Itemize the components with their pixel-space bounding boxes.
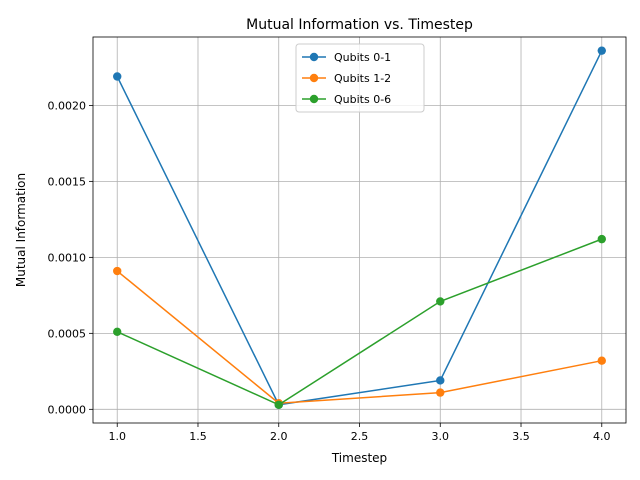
series-layer (113, 46, 606, 409)
series-3-point (436, 297, 445, 306)
legend-frame (295, 43, 425, 113)
series-line-3 (116, 238, 603, 406)
x-tick-label: 3.0 (432, 430, 450, 443)
series-2-point (436, 388, 445, 397)
ticks: 1.0 1.5 2.0 2.5 3.0 3.5 4.0 0.0000 0.0005 0.0010 0… (48, 99, 611, 443)
y-tick-label: 0.0015 (48, 175, 87, 188)
series-3-point (597, 234, 606, 244)
x-tick-label: 4.0 (593, 430, 611, 443)
series-1-point (436, 376, 445, 385)
y-tick-label: 0.0000 (48, 403, 87, 416)
series-3-point (274, 400, 283, 409)
legend-swatch-marker (309, 94, 319, 104)
x-tick-label: 2.0 (270, 430, 288, 443)
x-tick-label: 1.5 (189, 430, 207, 443)
chart-title: Mutual Information vs. Timestep (246, 17, 473, 33)
x-axis-label: Timestep (331, 451, 387, 465)
legend-swatch-marker (309, 52, 319, 62)
legend: Qubits 0-1 Qubits 1-2 Qubits 0-6 (295, 43, 425, 113)
legend-entry-label: Qubits 0-6 (334, 93, 391, 106)
series-line-2 (116, 270, 602, 405)
x-tick-label: 2.5 (351, 430, 369, 443)
series-2-point (597, 356, 606, 365)
series-2-point (113, 266, 122, 276)
y-tick-label: 0.0020 (48, 99, 87, 112)
legend-entry-label: Qubits 1-2 (334, 72, 391, 85)
x-tick-label: 1.0 (108, 430, 126, 443)
y-tick-label: 0.0010 (48, 251, 87, 264)
y-tick-label: 0.0005 (48, 327, 87, 340)
series-line-1 (116, 50, 603, 406)
series-1-point (597, 46, 606, 55)
legend-entry-label: Qubits 0-1 (334, 51, 391, 64)
y-axis-label: Mutual Information (14, 173, 28, 287)
series-1-point (113, 72, 122, 81)
series-3-point (113, 327, 122, 337)
legend-swatch-marker (309, 73, 319, 83)
x-tick-label: 3.5 (512, 430, 530, 443)
